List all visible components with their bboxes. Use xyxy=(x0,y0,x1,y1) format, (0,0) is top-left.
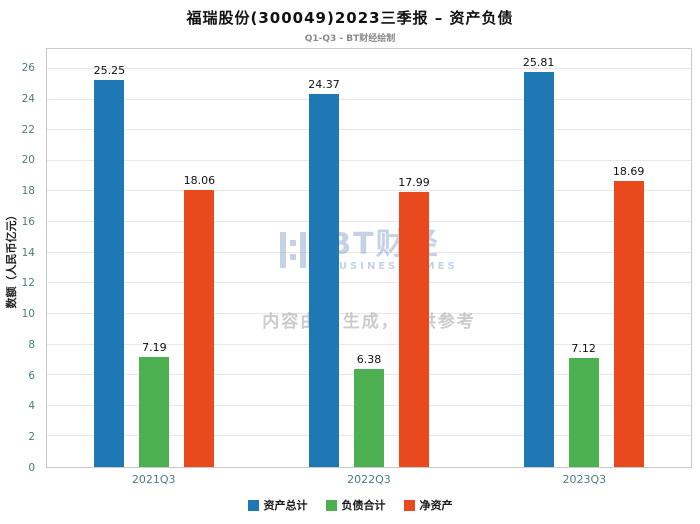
bar-负债合计 xyxy=(139,356,170,467)
bar-value-label: 7.12 xyxy=(571,341,596,355)
gridline xyxy=(47,129,691,131)
y-tick-label: 22 xyxy=(21,123,35,136)
bar-group: 25.81 7.12 18.69 xyxy=(476,49,691,467)
bar-value-label: 7.19 xyxy=(142,340,167,354)
gridline xyxy=(47,98,691,100)
y-axis: 0 2 4 6 8 10 12 14 16 18 20 22 24 26 xyxy=(0,48,42,474)
bar-value-label: 18.69 xyxy=(612,164,645,178)
gridline xyxy=(47,343,691,345)
y-tick-label: 2 xyxy=(28,431,35,444)
bar-groups: 25.25 7.19 18.06 24.37 6.38 17.99 25.81 7.12 18.… xyxy=(47,49,691,467)
bar-value-label: 17.99 xyxy=(398,175,430,189)
x-tick-label: 2021Q3 xyxy=(131,473,176,486)
bar-holder: 7.12 xyxy=(568,49,599,467)
x-tick-label: 2023Q3 xyxy=(562,473,607,486)
legend-label: 负债合计 xyxy=(341,499,386,512)
y-tick-label: 20 xyxy=(21,154,35,167)
bar-group: 25.25 7.19 18.06 xyxy=(47,49,262,467)
bar-holder: 18.69 xyxy=(612,49,645,467)
y-tick-label: 4 xyxy=(28,400,35,413)
legend: 资产总计 负债合计 净资产 xyxy=(0,497,700,513)
bar-净资产 xyxy=(613,180,644,467)
bar-value-label: 25.81 xyxy=(522,55,555,69)
y-tick-label: 24 xyxy=(21,92,35,105)
bar-负债合计 xyxy=(354,369,384,467)
legend-swatch xyxy=(403,499,415,511)
bar-value-label: 6.38 xyxy=(356,353,382,367)
legend-label: 净资产 xyxy=(419,499,453,512)
y-tick-label: 0 xyxy=(28,462,35,474)
legend-item-净资产: 净资产 xyxy=(403,497,453,513)
y-tick-label: 14 xyxy=(21,246,35,259)
bar-净资产 xyxy=(184,190,215,467)
bar-value-label: 25.25 xyxy=(93,64,126,78)
gridline xyxy=(47,312,691,314)
x-tick-label: 2022Q3 xyxy=(347,473,391,486)
bar-holder: 7.19 xyxy=(139,49,170,467)
bar-资产总计 xyxy=(309,93,339,467)
bar-holder: 24.37 xyxy=(308,49,340,467)
x-axis: 2021Q3 2022Q3 2023Q3 xyxy=(46,470,692,486)
bar-holder: 25.25 xyxy=(93,49,126,467)
bar-holder: 6.38 xyxy=(354,49,384,467)
y-tick-label: 10 xyxy=(21,308,35,321)
plot-area: BT财经 BUSINESSTIMES 内容由AI生成，仅供参考 25.25 7.1… xyxy=(46,48,692,468)
bar-净资产 xyxy=(399,191,429,467)
bar-holder: 17.99 xyxy=(398,49,430,467)
legend-item-负债合计: 负债合计 xyxy=(325,497,386,513)
bar-value-label: 18.06 xyxy=(183,174,216,188)
bar-负债合计 xyxy=(568,357,599,467)
legend-swatch xyxy=(325,499,337,511)
gridline xyxy=(47,190,691,192)
gridline xyxy=(47,221,691,223)
bar-holder: 25.81 xyxy=(522,49,555,467)
bar-holder: 18.06 xyxy=(183,49,216,467)
y-tick-label: 8 xyxy=(28,338,35,351)
legend-item-资产总计: 资产总计 xyxy=(247,497,308,513)
legend-label: 资产总计 xyxy=(263,499,308,512)
y-tick-label: 6 xyxy=(28,369,35,382)
bar-value-label: 24.37 xyxy=(308,77,340,91)
gridline xyxy=(47,67,691,69)
bar-资产总计 xyxy=(523,71,554,467)
y-tick-label: 26 xyxy=(21,62,35,74)
bar-资产总计 xyxy=(94,80,125,467)
chart-subtitle: Q1-Q3 - BT财经绘制 xyxy=(304,34,396,44)
y-tick-label: 16 xyxy=(21,215,35,228)
gridline xyxy=(47,282,691,284)
gridline xyxy=(47,251,691,253)
legend-swatch xyxy=(247,499,259,511)
bar-group: 24.37 6.38 17.99 xyxy=(262,49,477,467)
chart-title: 福瑞股份(300049)2023三季报 – 资产负债 xyxy=(186,9,514,27)
y-tick-label: 12 xyxy=(21,277,35,290)
y-tick-label: 18 xyxy=(21,185,35,198)
gridline xyxy=(47,159,691,161)
